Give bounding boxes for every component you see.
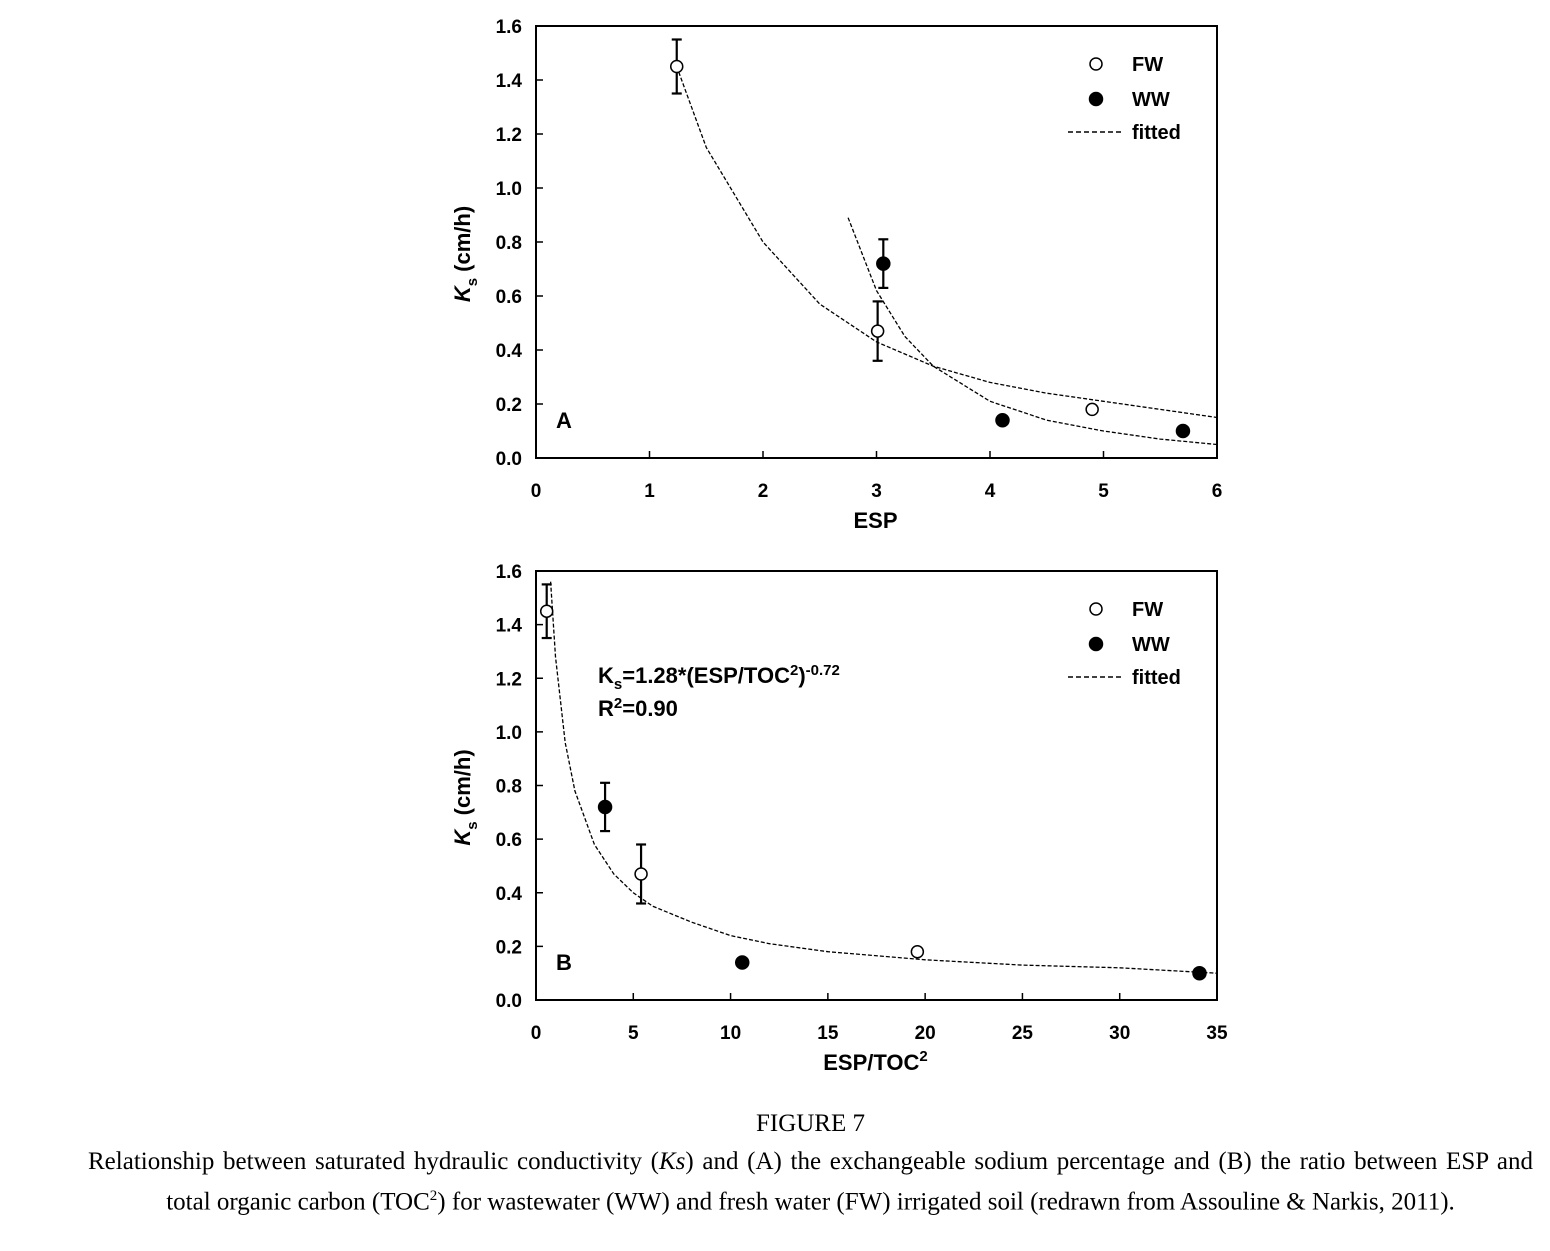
x-tick-label: 15: [817, 1023, 839, 1044]
y-tick-label: 1.4: [496, 71, 523, 92]
eq-sub: s: [614, 676, 622, 693]
x-axis-title: ESP: [853, 508, 897, 533]
x-tick-label: 25: [1012, 1023, 1034, 1044]
legend-fw-marker: [1089, 602, 1103, 616]
y-tick-label: 0.8: [496, 233, 522, 254]
r2-value: =0.90: [622, 696, 678, 721]
y-axis-title-unit: (cm/h): [450, 206, 475, 278]
y-tick-label: 1.2: [496, 125, 522, 146]
y-tick-label: 0.0: [496, 991, 522, 1012]
legend-fitted-label: fitted: [1132, 122, 1181, 144]
fit-equation: Ks=1.28*(ESP/TOC2)-0.72: [598, 662, 840, 693]
ww-point: [876, 256, 891, 271]
y-tick-label: 0.2: [496, 937, 522, 958]
y-axis-title-sub: s: [464, 278, 481, 286]
legend-fw-label: FW: [1132, 54, 1163, 76]
y-tick-label: 0.8: [496, 777, 522, 798]
caption-text-1: Relationship between saturated hydraulic…: [88, 1148, 659, 1175]
y-tick-label: 0.2: [496, 395, 522, 416]
panel-letter: B: [556, 950, 572, 975]
y-axis-title: Ks (cm/h): [450, 749, 481, 845]
x-tick-label: 30: [1109, 1023, 1130, 1044]
eq-exp: -0.72: [806, 662, 840, 679]
panel-letter: A: [556, 408, 572, 433]
x-tick-label: 0: [531, 481, 542, 502]
x-axis-title-sup: 2: [919, 1048, 927, 1065]
legend-ww-label: WW: [1132, 89, 1170, 111]
x-tick-label: 20: [915, 1023, 936, 1044]
legend-ww-label: WW: [1132, 634, 1170, 656]
x-axis-title: ESP/TOC2: [823, 1048, 928, 1075]
x-tick-label: 5: [1098, 481, 1109, 502]
y-axis-title-sub: s: [464, 821, 481, 829]
ww-point: [1192, 965, 1207, 981]
y-axis-title-k: K: [450, 284, 475, 302]
fit-r-squared: R2=0.90: [598, 695, 678, 721]
plot-frame: [535, 25, 1218, 459]
fw-point: [910, 944, 925, 959]
ww-point: [597, 799, 613, 815]
ww-point: [734, 955, 750, 970]
legend-fw-label: FW: [1132, 599, 1163, 621]
x-tick-label: 35: [1206, 1023, 1228, 1044]
y-tick-label: 1.6: [496, 562, 522, 583]
fitted-curve-1: [549, 581, 1218, 974]
caption-ks: Ks: [658, 1148, 686, 1175]
y-tick-label: 0.0: [496, 449, 522, 470]
ww-point: [1175, 423, 1191, 439]
plot-frame: [535, 570, 1218, 1001]
y-axis-title-unit: (cm/h): [450, 749, 475, 821]
legend-ww-marker: [1088, 91, 1104, 107]
figure-title: FIGURE 7: [755, 1110, 866, 1137]
x-tick-label: 1: [644, 481, 655, 502]
r2-sup: 2: [614, 695, 622, 712]
chart-panel-b: 0.0 0.2 0.4 0.6 0.8 1.0 1.2 1.4 1.6 0 5 10 15 20 25 30 3…: [450, 562, 1228, 1075]
x-tick-label: 0: [531, 1023, 542, 1044]
x-tick-label: 4: [985, 481, 996, 502]
x-tick-label: 5: [628, 1023, 639, 1044]
fw-point: [539, 604, 554, 618]
eq-body: =1.28*(ESP/TOC: [622, 663, 790, 688]
y-tick-label: 1.0: [496, 723, 522, 744]
y-tick-label: 0.6: [496, 287, 522, 308]
x-axis-title-main: ESP/TOC: [823, 1050, 919, 1075]
x-tick-label: 6: [1212, 481, 1223, 502]
y-tick-label: 1.0: [496, 179, 522, 200]
chart-panel-a: 0.0 0.2 0.4 0.6 0.8 1.0 1.2 1.4 1.6 0 1 2 3 4 5 6 ESP Ks …: [450, 17, 1222, 533]
y-tick-label: 0.4: [496, 884, 523, 905]
y-tick-label: 1.2: [496, 669, 522, 690]
y-tick-label: 1.6: [496, 17, 522, 38]
fw-point: [634, 867, 648, 881]
r2-r: R: [598, 696, 614, 721]
y-tick-label: 0.6: [496, 830, 522, 851]
caption-text-3: ) for wastewater (WW) and fresh water (F…: [437, 1188, 1455, 1216]
fitted-curve-2: [847, 217, 1218, 446]
x-tick-label: 10: [720, 1023, 741, 1044]
fw-point: [669, 59, 684, 74]
caption-sup: 2: [429, 1188, 438, 1204]
figure-charts: 0.0 0.2 0.4 0.6 0.8 1.0 1.2 1.4 1.6 0 1 2 3 4 5 6 ESP Ks …: [450, 17, 1228, 1075]
y-axis-title: Ks (cm/h): [450, 206, 481, 302]
eq-k: K: [598, 663, 614, 688]
y-tick-label: 0.4: [496, 341, 523, 362]
caption-text-2: ) and (A) the exchangeable sodium percen…: [166, 1148, 1533, 1216]
y-axis-title-k: K: [450, 828, 475, 846]
fitted-curve-1: [676, 66, 1218, 419]
figure-caption: Relationship between saturated hydraulic…: [88, 1145, 1533, 1219]
legend-fw-marker: [1089, 57, 1103, 71]
fw-point: [870, 324, 885, 338]
eq-close: ): [798, 663, 805, 688]
x-tick-label: 3: [871, 481, 882, 502]
legend-ww-marker: [1088, 636, 1104, 652]
ww-point: [995, 412, 1010, 428]
y-tick-label: 1.4: [496, 616, 523, 637]
eq-sup: 2: [790, 662, 798, 679]
x-tick-label: 2: [758, 481, 769, 502]
legend-fitted-label: fitted: [1132, 667, 1181, 689]
fw-point: [1085, 402, 1099, 417]
